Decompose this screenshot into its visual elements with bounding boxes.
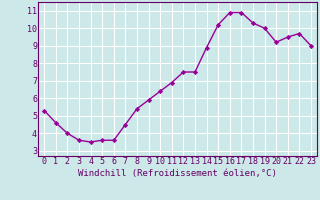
X-axis label: Windchill (Refroidissement éolien,°C): Windchill (Refroidissement éolien,°C) xyxy=(78,169,277,178)
